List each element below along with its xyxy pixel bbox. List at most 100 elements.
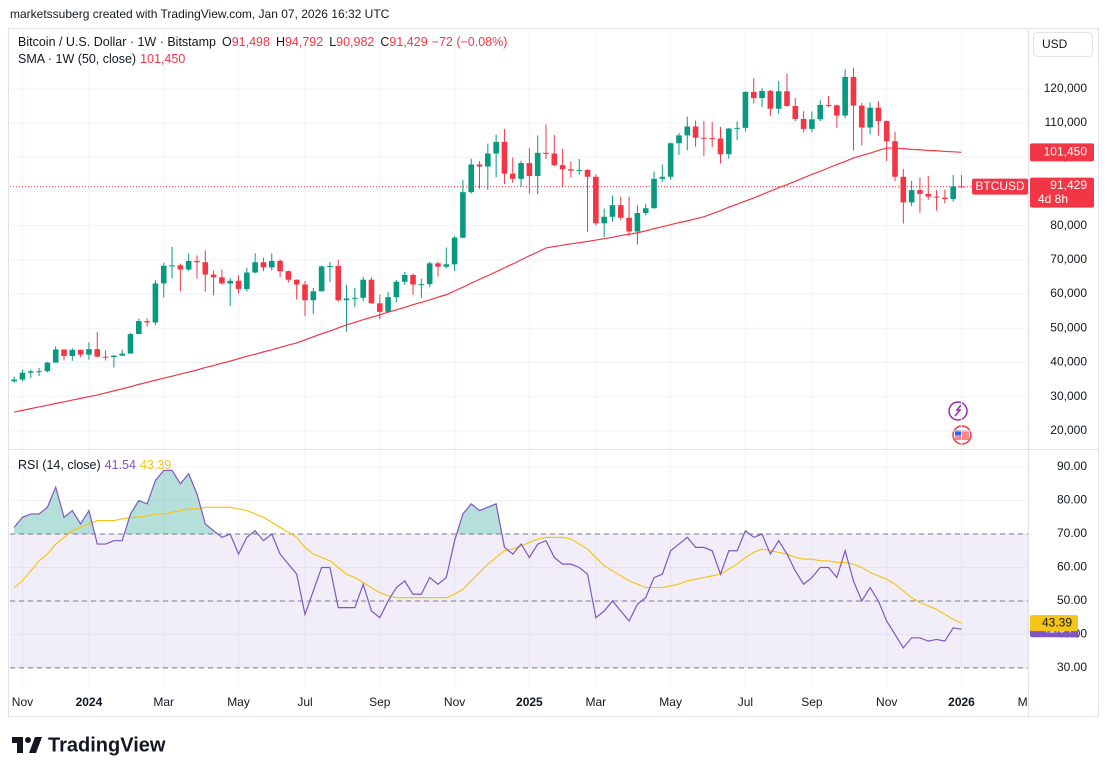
x-tick-label: Jul <box>297 695 312 709</box>
candle-body <box>127 334 134 354</box>
candle-body <box>476 164 483 167</box>
candle-body <box>925 193 932 197</box>
candle-body <box>235 280 242 289</box>
candle-body <box>617 205 624 218</box>
currency-button[interactable] <box>1033 32 1093 57</box>
candle-body <box>534 152 541 177</box>
candle-body <box>285 271 292 280</box>
candle-body <box>817 104 824 120</box>
candle-body <box>69 349 76 356</box>
sma-legend-name: SMA · 1W (50, close) <box>18 52 137 66</box>
candle-body <box>368 279 375 304</box>
candle-body <box>759 90 765 99</box>
candle-body <box>701 137 707 139</box>
y-tick-label: 90.00 <box>1057 459 1087 473</box>
x-tick-label: Mar <box>153 695 174 709</box>
candle-body <box>343 298 350 301</box>
rsi-tag-label: 43.39 <box>1042 615 1072 629</box>
sma-tag <box>1030 143 1094 162</box>
candle-body <box>277 260 283 272</box>
candle-body <box>501 141 508 174</box>
candle-body <box>19 372 26 380</box>
candle-body <box>11 379 17 382</box>
time-axis: Nov 2024 Mar May Jul Sep Nov 2025 Mar May Jul Sep No… <box>12 695 1028 709</box>
y-tick-label: 20,000 <box>1050 423 1087 437</box>
sma-legend: SMA · 1W (50, close) 101,450 <box>18 52 185 66</box>
candle-body <box>185 260 192 270</box>
frame <box>8 28 1099 717</box>
candle-body <box>917 190 923 194</box>
y-tick-label: 60.00 <box>1057 560 1087 574</box>
ohlc-key: L <box>329 35 337 49</box>
candle-body <box>435 263 441 267</box>
price-tag <box>1030 177 1094 208</box>
candle-body <box>169 265 175 267</box>
ohlc-key: O <box>221 35 232 49</box>
rsi-tag <box>1030 615 1078 632</box>
candle-body <box>102 356 109 358</box>
x-tick-label: Nov <box>876 695 897 709</box>
candle-body <box>252 262 258 273</box>
candle-body <box>609 205 616 217</box>
candle-body <box>318 266 325 292</box>
y-tick-label: 110,000 <box>1045 115 1088 129</box>
candle-body <box>335 266 342 301</box>
candle-body <box>659 176 666 179</box>
currency[interactable]: USD <box>1042 37 1068 51</box>
y-tick-label: 80,000 <box>1050 218 1087 232</box>
y-tick-label: 30.00 <box>1057 660 1087 674</box>
caption: marketssuberg created with TradingView.c… <box>10 7 390 21</box>
candle-body <box>210 274 217 278</box>
candle-body <box>260 262 267 268</box>
candle-body <box>160 265 167 284</box>
sma-legend-value: 101,450 <box>140 52 186 66</box>
candle-body <box>460 192 466 238</box>
x-tick-label: 2025 <box>516 695 543 709</box>
candle-body <box>111 355 117 358</box>
candle-body <box>451 237 458 265</box>
candle-body <box>393 281 400 298</box>
rsi-line <box>13 506 962 624</box>
logo-mark <box>12 737 42 753</box>
candle-body <box>509 173 516 179</box>
candle-body <box>426 263 433 285</box>
candle-body <box>119 353 125 356</box>
x-tick-label: Mar <box>586 695 607 709</box>
candle-body <box>933 196 940 198</box>
candle-body <box>593 176 599 224</box>
candle-body <box>568 169 574 171</box>
candle-body <box>485 153 491 167</box>
candle-body <box>883 121 890 142</box>
candle-body <box>601 216 607 224</box>
candle-body <box>302 284 308 301</box>
candle-body <box>152 283 159 323</box>
candle-body <box>61 349 67 356</box>
rsi-title: RSI (14, close) <box>18 458 101 472</box>
candle-body <box>717 138 724 155</box>
candle-body <box>651 178 657 209</box>
candle-body <box>642 208 649 214</box>
sma-line <box>14 147 962 413</box>
candle-body <box>726 128 732 155</box>
symbol-tag-label: BTCUSD <box>975 179 1025 193</box>
candle-body <box>352 297 358 299</box>
candle-body <box>692 126 699 138</box>
ohlc-key: H <box>275 35 285 49</box>
rsi-line <box>13 469 962 649</box>
logo-text: TradingView <box>48 734 166 756</box>
candle-body <box>493 141 499 154</box>
y-tick-label: 60,000 <box>1050 286 1087 300</box>
x-tick-label: 2026 <box>948 695 975 709</box>
candle-body <box>327 266 333 268</box>
ohlc-value: 91,429 <box>389 35 428 49</box>
x-tick-label: May <box>659 695 682 709</box>
candle-body <box>310 291 317 301</box>
candle-body <box>136 321 142 335</box>
candle-body <box>559 165 566 170</box>
x-tick-label: Sep <box>369 695 391 709</box>
candle-body <box>468 164 475 193</box>
symbol-tag <box>972 178 1028 195</box>
candle-body <box>809 119 815 129</box>
